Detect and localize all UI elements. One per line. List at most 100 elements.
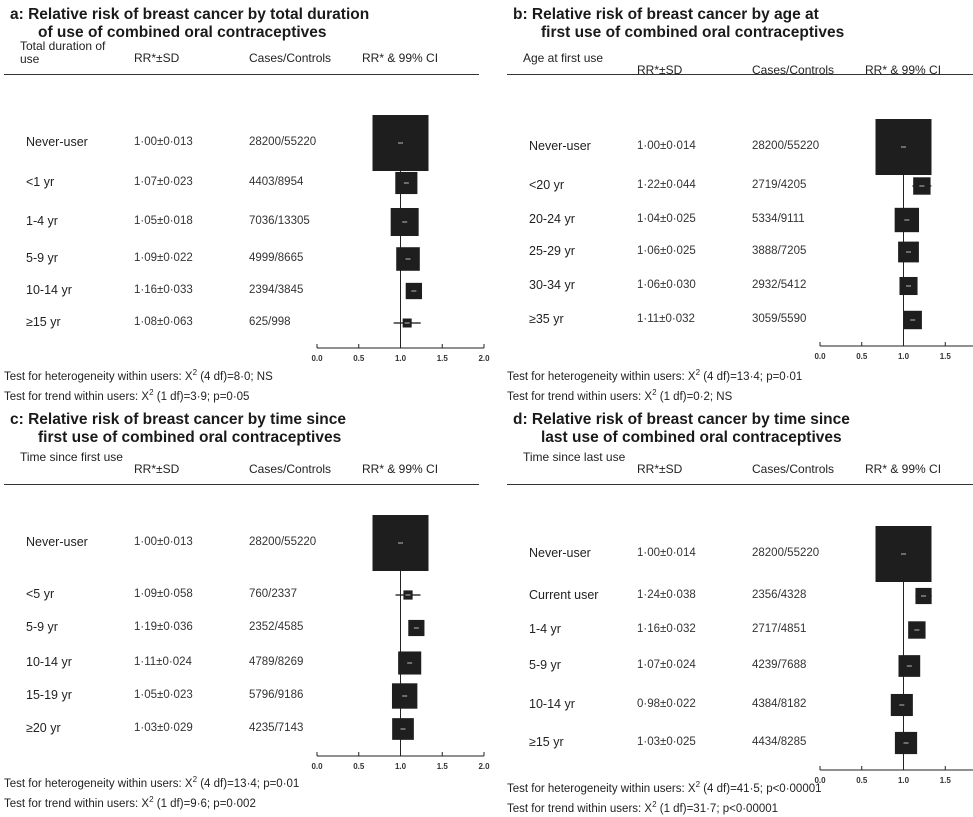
test-heterogeneity-value: (4 df)=13·4; p=0·01 [700,370,803,383]
row-label: 5-9 yr [26,251,58,265]
row-rr-sd: 1·08±0·063 [134,316,193,328]
test-trend: Test for trend within users: X2 (1 df)=3… [507,797,822,817]
header-ci: RR* & 99% CI [865,63,942,77]
test-trend-value: (1 df)=9·6; p=0·002 [153,797,256,810]
row-cases-controls: 4403/8954 [249,176,304,188]
header-rule [4,74,479,75]
row-label: 20-24 yr [529,212,575,226]
x-tick-label: 0.5 [856,776,868,785]
row-label: Current user [529,588,599,602]
row-label: Never-user [529,546,591,560]
title-line-1: a: Relative risk of breast cancer by tot… [10,6,370,23]
row-label: 15-19 yr [26,688,72,702]
test-results: Test for heterogeneity within users: X2 … [4,772,299,812]
header-rule [507,74,973,75]
test-heterogeneity-text: Test for heterogeneity within users: X [507,370,696,383]
panel-c: c: Relative risk of breast cancer by tim… [4,411,490,810]
forest-plot: 0.00.51.01.52.0 [814,119,973,361]
row-rr-sd: 1·19±0·036 [134,621,193,633]
test-heterogeneity-value: (4 df)=13·4; p=0·01 [197,777,300,790]
title-line-2: first use of combined oral contraceptive… [541,24,845,41]
row-cases-controls: 3059/5590 [752,313,807,325]
row-cases-controls: 28200/55220 [249,536,317,548]
row-label: ≥20 yr [26,721,61,735]
row-label: 1-4 yr [529,622,561,636]
x-tick-label: 0.0 [311,354,323,363]
row-label: 10-14 yr [529,697,575,711]
test-heterogeneity: Test for heterogeneity within users: X2 … [4,772,299,792]
header-cases: Cases/Controls [752,462,835,476]
header-cases: Cases/Controls [249,51,332,65]
x-tick-label: 0.0 [814,776,826,785]
test-heterogeneity-sup: 2 [695,368,701,377]
row-cases-controls: 4789/8269 [249,656,304,668]
row-rr-sd: 1·00±0·013 [134,536,193,548]
x-tick-label: 1.5 [437,762,449,771]
test-trend-value: (1 df)=3·9; p=0·05 [153,390,250,403]
row-rr-sd: 0·98±0·022 [637,698,696,710]
forest-plot: 0.00.51.01.52.0 [814,526,973,785]
row-rr-sd: 1·09±0·058 [134,588,193,600]
row-label: <1 yr [26,175,55,189]
test-trend-text: Test for trend within users: X [507,802,653,815]
test-heterogeneity: Test for heterogeneity within users: X2 … [507,365,802,385]
test-heterogeneity-sup: 2 [192,368,198,377]
row-cases-controls: 28200/55220 [752,547,820,559]
test-trend-sup: 2 [149,387,154,397]
test-heterogeneity: Test for heterogeneity within users: X2 … [4,365,273,385]
panel-title: d: Relative risk of breast cancer by tim… [513,411,850,447]
test-trend: Test for trend within users: X2 (1 df)=9… [4,792,299,812]
header-ci: RR* & 99% CI [865,462,942,476]
x-tick-label: 0.5 [353,762,365,771]
row-rr-sd: 1·07±0·023 [134,176,193,188]
row-cases-controls: 4384/8182 [752,698,807,710]
forest-plot: 0.0 0.5 1.0 1.5 2.0 [311,515,490,771]
test-trend-value: (1 df)=31·7; p<0·00001 [656,802,779,815]
header-ci: RR* & 99% CI [362,462,439,476]
header-rr: RR*±SD [134,462,180,476]
title-line-1: d: Relative risk of breast cancer by tim… [513,411,850,428]
row-cases-controls: 760/2337 [249,588,297,600]
row-rr-sd: 1·06±0·030 [637,279,696,291]
row-cases-controls: 5334/9111 [752,213,805,225]
row-label: 25-29 yr [529,244,575,258]
test-heterogeneity-value: (4 df)=8·0; NS [197,370,273,383]
row-cases-controls: 4434/8285 [752,736,807,748]
row-label: ≥35 yr [529,312,564,326]
row-rr-sd: 1·07±0·024 [637,659,696,671]
test-trend-value: (1 df)=0·2; NS [656,390,733,403]
row-rr-sd: 1·06±0·025 [637,245,696,257]
x-tick-label: 2.0 [478,762,490,771]
test-trend-sup: 2 [652,799,657,809]
row-rr-sd: 1·11±0·032 [637,313,695,325]
x-tick-label: 1.0 [395,762,407,771]
x-tick-label: 0.5 [856,352,868,361]
test-heterogeneity-value: (4 df)=41·5; p<0·00001 [700,782,822,795]
row-rr-sd: 1·16±0·032 [637,623,696,635]
row-label: 10-14 yr [26,655,72,669]
row-cases-controls: 2932/5412 [752,279,807,291]
row-rr-sd: 1·00±0·014 [637,140,696,152]
x-tick-label: 1.5 [437,354,449,363]
row-cases-controls: 2352/4585 [249,621,304,633]
row-cases-controls: 4999/8665 [249,252,304,264]
title-line-2: first use of combined oral contraceptive… [38,429,342,446]
row-rr-sd: 1·05±0·023 [134,689,193,701]
row-label: ≥15 yr [26,315,61,329]
x-tick-label: 0.0 [311,762,323,771]
row-rr-sd: 1·05±0·018 [134,215,193,227]
x-tick-label: 1.0 [898,776,910,785]
test-heterogeneity-text: Test for heterogeneity within users: X [507,782,696,795]
x-tick-label: 0.5 [353,354,365,363]
test-heterogeneity-sup: 2 [695,780,701,789]
test-trend: Test for trend within users: X2 (1 df)=0… [507,385,802,405]
header-cases: Cases/Controls [249,462,332,476]
x-tick-label: 1.5 [940,776,952,785]
test-trend-text: Test for trend within users: X [4,797,150,810]
row-cases-controls: 28200/55220 [249,136,317,148]
row-cases-controls: 2356/4328 [752,589,807,601]
row-rr-sd: 1·11±0·024 [134,656,192,668]
header-rr: RR*±SD [637,63,683,77]
row-rr-sd: 1·09±0·022 [134,252,193,264]
